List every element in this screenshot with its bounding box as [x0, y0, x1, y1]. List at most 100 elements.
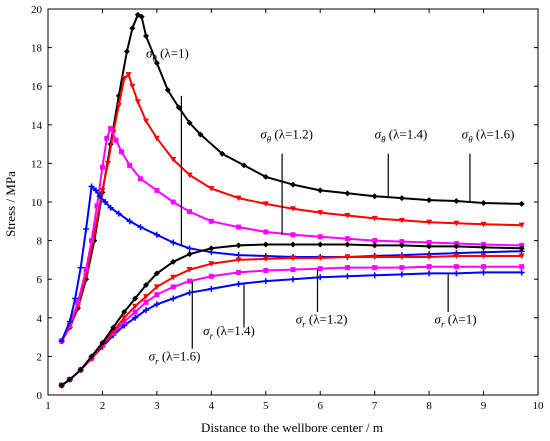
data-point [236, 224, 242, 230]
data-point [99, 164, 105, 170]
data-point [235, 252, 242, 259]
data-point [317, 274, 324, 281]
x-tick-label: 6 [317, 400, 323, 412]
annotations: σθ (λ=1) σθ (λ=1.2) σθ (λ=1.4) σθ (λ=1.6) σr… [146, 45, 514, 366]
data-point [143, 281, 149, 288]
data-point [426, 270, 433, 277]
data-point [208, 185, 215, 192]
data-point [453, 198, 460, 205]
data-point [398, 242, 405, 249]
data-point [170, 295, 177, 302]
data-point [127, 162, 133, 168]
data-point [121, 319, 127, 325]
data-point [164, 87, 171, 94]
data-point [290, 255, 296, 261]
data-point [107, 204, 114, 211]
data-point [235, 242, 242, 249]
data-point [518, 269, 525, 276]
data-point [123, 48, 130, 55]
data-point [104, 135, 110, 141]
data-point [134, 99, 141, 105]
data-point [108, 126, 114, 132]
data-point [132, 295, 139, 302]
data-point [170, 239, 177, 246]
data-point [372, 265, 378, 271]
annotation-label: σθ (λ=1.4) [375, 126, 428, 144]
y-tick-label: 16 [31, 81, 43, 93]
data-point [170, 284, 176, 290]
data-point [398, 254, 405, 261]
data-point [262, 256, 269, 262]
y-tick-label: 12 [31, 158, 42, 170]
data-point [262, 278, 269, 285]
data-point [83, 267, 89, 273]
data-point [398, 271, 405, 278]
data-point [426, 197, 433, 204]
series-line [61, 271, 522, 387]
data-point [480, 253, 487, 260]
data-point [138, 176, 144, 182]
data-point [115, 103, 122, 109]
data-point [290, 267, 296, 273]
data-point [126, 218, 133, 225]
data-point [208, 261, 215, 267]
data-point [263, 229, 269, 235]
data-point [453, 270, 460, 277]
data-point [153, 284, 160, 290]
x-tick-label: 2 [100, 400, 106, 412]
data-point [66, 318, 73, 325]
annotation-label: σθ (λ=1.6) [462, 126, 515, 144]
annotation-label: σr (λ=1.4) [203, 323, 255, 341]
annotation-0: σθ (λ=1) [146, 45, 189, 245]
x-tick-label: 9 [481, 400, 487, 412]
series-4 [58, 269, 525, 389]
data-point [208, 218, 214, 224]
data-point [426, 254, 433, 261]
series-7 [58, 241, 525, 389]
series-line [61, 243, 522, 387]
annotation-label: σr (λ=1.2) [296, 312, 348, 330]
annotation-2: σθ (λ=1.4) [375, 126, 428, 197]
data-point [344, 190, 351, 197]
data-point [480, 269, 487, 276]
y-tick-label: 8 [37, 236, 43, 248]
data-point [426, 243, 433, 250]
series-line [61, 255, 522, 387]
data-point [132, 314, 139, 321]
data-point [426, 219, 433, 226]
data-point [453, 243, 460, 250]
data-point [399, 239, 405, 245]
data-point [96, 193, 103, 200]
data-point [187, 278, 193, 284]
series-2 [59, 126, 525, 344]
data-point [88, 353, 95, 360]
data-point [134, 11, 141, 18]
y-tick-label: 2 [37, 351, 43, 363]
data-point [262, 241, 269, 248]
data-point [77, 366, 84, 373]
data-point [518, 200, 525, 207]
data-point [344, 273, 351, 280]
data-point [115, 210, 122, 217]
annotation-label: σr (λ=1) [435, 312, 477, 330]
data-point [453, 220, 460, 227]
data-point [219, 150, 226, 157]
data-point [170, 274, 177, 281]
data-point [399, 265, 405, 271]
data-point [453, 264, 459, 270]
annotation-label: σθ (λ=1.2) [260, 126, 313, 144]
data-point [113, 137, 119, 143]
data-point [317, 266, 323, 272]
y-tick-label: 0 [37, 390, 43, 402]
y-tick-label: 18 [31, 43, 43, 55]
data-point [99, 339, 106, 346]
data-point [67, 323, 73, 329]
data-point [143, 294, 149, 300]
series-line [60, 127, 522, 342]
data-point [481, 264, 487, 270]
annotation-4: σr (λ=1.2) [296, 269, 348, 330]
y-tick-label: 6 [37, 274, 43, 286]
data-point [121, 309, 128, 316]
data-point [170, 157, 177, 163]
